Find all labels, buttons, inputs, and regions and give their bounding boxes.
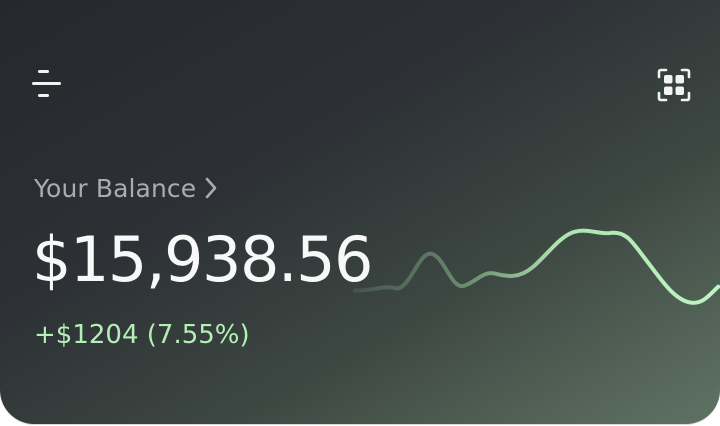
menu-button[interactable] — [26, 64, 66, 104]
scan-button[interactable] — [652, 63, 696, 107]
menu-icon — [32, 70, 61, 97]
balance-label-link[interactable]: Your Balance — [34, 168, 218, 208]
scan-icon — [657, 68, 691, 102]
balance-change: +$1204 (7.55%) — [34, 320, 250, 350]
chevron-right-icon — [205, 177, 217, 199]
balance-amount: $15,938.56 — [32, 223, 374, 296]
sparkline-path — [353, 228, 720, 305]
balance-label: Your Balance — [34, 173, 197, 203]
